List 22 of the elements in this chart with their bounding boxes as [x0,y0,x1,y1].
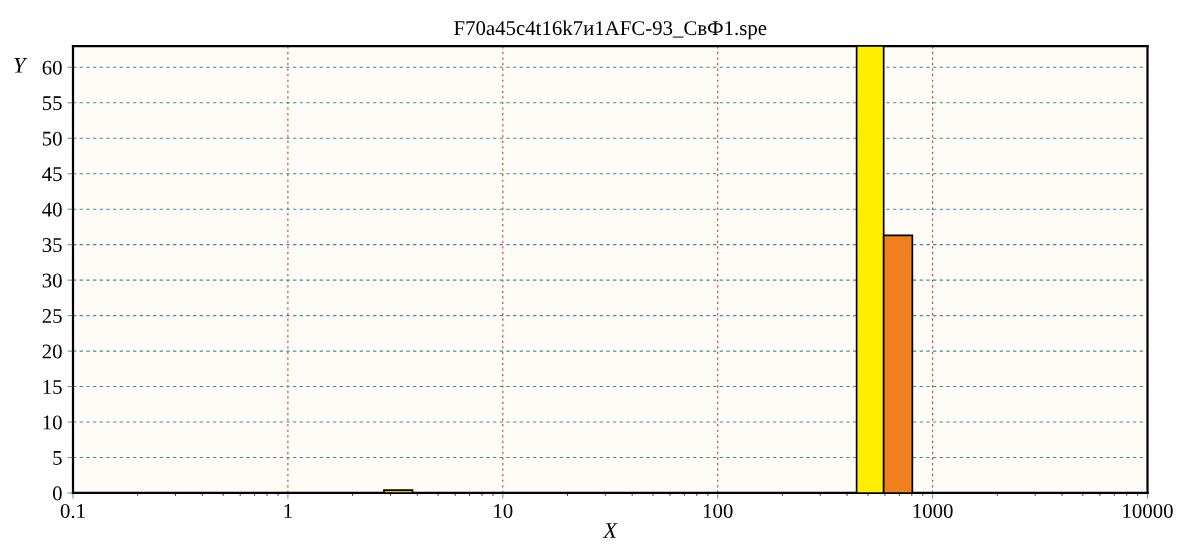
y-tick-label: 20 [42,344,62,359]
y-tick-label: 30 [42,273,62,288]
chart-title: F70a45c4t16k7и1AFC-93_СвФ1.spe [454,20,767,40]
y-tick-label: 55 [42,96,62,111]
y-tick-label: 45 [42,167,62,182]
y-tick-label: 10 [43,415,62,430]
x-tick-label: 1000 [913,504,953,519]
y-tick-label: 40 [42,202,62,217]
y-tick-label: 35 [42,238,62,253]
x-tick-label: 1 [284,504,292,518]
x-axis-title: X [602,523,618,538]
y-tick-label: 5 [53,451,62,465]
x-tick-label: 0.1 [60,504,85,519]
y-tick-label: 60 [42,60,62,75]
x-tick-label: 10 [494,504,513,519]
x-tick-label: 10000 [1123,504,1173,519]
y-tick-label: 0 [52,486,62,501]
y-axis-title: Y [14,58,28,73]
y-tick-label: 15 [43,380,62,394]
x-tick-label: 100 [703,504,733,519]
y-tick-label: 50 [42,131,62,146]
y-tick-label: 25 [42,309,62,324]
